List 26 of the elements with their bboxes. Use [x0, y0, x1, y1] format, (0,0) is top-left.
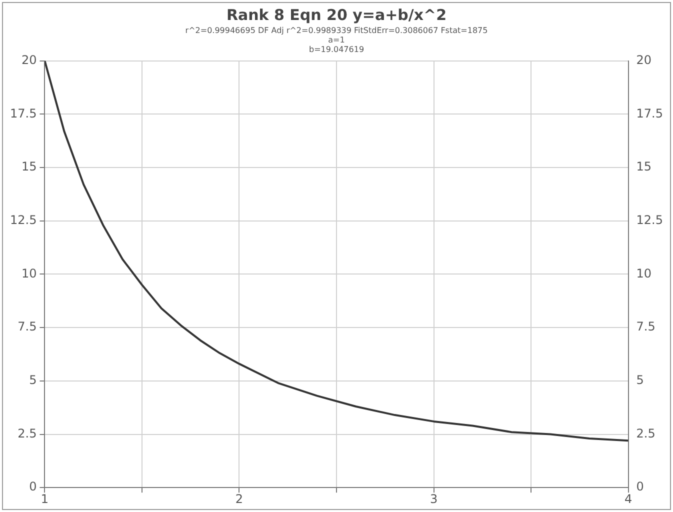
y-tick-label: 17.5 [10, 106, 37, 120]
y-tick-label: 12.5 [10, 212, 37, 227]
y-tick-label: 15 [21, 160, 37, 174]
chart-title: Rank 8 Eqn 20 y=a+b/x^2 [226, 6, 447, 24]
y2-tick-label: 20 [636, 52, 652, 67]
y-tick-label: 5 [29, 373, 37, 388]
x-tick-label: 4 [624, 492, 632, 506]
y2-tick-label: 17.5 [636, 106, 663, 120]
y2-tick-label: 10 [636, 266, 652, 280]
y-tick-label: 7.5 [18, 320, 37, 334]
x-tick-label: 3 [430, 492, 438, 506]
y2-tick-label: 12.5 [636, 212, 663, 227]
y-tick-label: 0 [29, 480, 37, 494]
chart-subtitle: r^2=0.99946695 DF Adj r^2=0.9989339 FitStdErr=0.3086067 Fstat=1875 [185, 26, 488, 35]
y-tick-label: 20 [21, 52, 37, 67]
y-tick-label: 2.5 [18, 426, 37, 440]
y2-tick-label: 15 [636, 160, 652, 174]
x-tick-label: 2 [235, 492, 244, 506]
y2-tick-label: 5 [636, 373, 644, 388]
y-tick-label: 10 [21, 266, 37, 280]
y2-tick-label: 0 [636, 480, 644, 494]
x-tick-label: 1 [40, 492, 49, 506]
y2-tick-label: 7.5 [636, 320, 656, 334]
text: a=1 [328, 35, 345, 44]
text: b=19.047619 [308, 45, 364, 54]
y2-tick-label: 2.5 [636, 426, 656, 440]
